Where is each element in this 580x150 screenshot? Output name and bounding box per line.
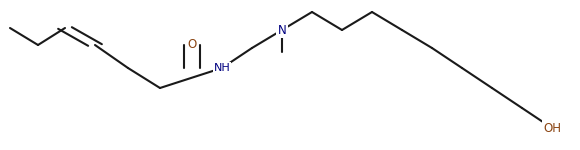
Text: O: O (187, 39, 197, 51)
Text: NH: NH (213, 63, 230, 73)
Text: N: N (278, 24, 287, 36)
Text: OH: OH (543, 122, 561, 135)
